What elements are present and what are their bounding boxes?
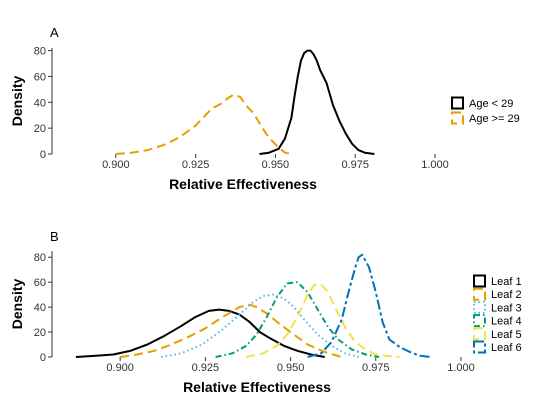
panel-a-y-tick-label: 0 (40, 149, 46, 161)
panel-a: A 0 20 40 60 80 0.900 0.925 0.950 0.975 1.000 De… (9, 25, 520, 192)
panel-b-x-tick-label: 1.000 (447, 362, 475, 374)
panel-a-y-tick-label: 80 (34, 46, 46, 58)
panel-a-x-axis-title: Relative Effectiveness (169, 176, 317, 192)
panel-b-series-line-3 (160, 293, 359, 358)
panel-a-x-tick-label: 0.900 (102, 159, 130, 171)
panel-b-legend-label: Leaf 1 (491, 276, 522, 288)
panel-a-y-ticks: 0 20 40 60 80 (34, 46, 52, 161)
panel-b-series-line-2 (120, 303, 342, 358)
panel-b-x-tick-label: 0.900 (106, 362, 134, 374)
panel-b-y-tick-label: 40 (34, 302, 46, 314)
panel-b-x-tick-label: 0.925 (192, 362, 220, 374)
panel-b-series-line-4 (215, 281, 380, 358)
panel-a-series-line-2 (115, 93, 292, 155)
panel-b-legend-key (473, 340, 486, 354)
panel-b-x-tick-label: 0.950 (277, 362, 305, 374)
panel-a-legend-label: Age >= 29 (469, 113, 520, 125)
panel-b-legend-label: Leaf 3 (491, 302, 522, 314)
panel-b-legend-label: Leaf 5 (491, 329, 522, 341)
panel-a-legend-key (451, 96, 464, 110)
panel-b-y-axis-title: Density (9, 279, 25, 330)
panel-a-legend: Age < 29 Age >= 29 (451, 96, 520, 125)
panel-a-legend-label: Age < 29 (469, 98, 513, 110)
panel-b-legend-key (473, 274, 486, 288)
panel-b: B 0 20 40 60 80 0.900 0.925 0.950 0.975 1.000 De… (9, 229, 522, 395)
panel-a-tag: A (50, 25, 59, 40)
panel-b-legend-label: Leaf 2 (491, 289, 522, 301)
panel-b-legend-key (473, 327, 486, 341)
panel-a-series-line-1 (259, 49, 375, 155)
panel-b-series-line-1 (75, 308, 325, 358)
panel-a-x-tick-label: 0.925 (182, 159, 210, 171)
panel-b-series (75, 253, 431, 358)
panel-a-y-tick-label: 40 (34, 97, 46, 109)
panel-a-x-ticks: 0.900 0.925 0.950 0.975 1.000 (102, 154, 449, 171)
panel-b-x-tick-label: 0.975 (362, 362, 390, 374)
panel-b-tag: B (50, 229, 59, 244)
panel-a-legend-key (451, 111, 464, 125)
panel-b-legend-label: Leaf 6 (491, 342, 522, 354)
panel-b-legend-key (473, 287, 486, 301)
panel-b-x-axis-title: Relative Effectiveness (183, 379, 331, 395)
panel-a-x-tick-label: 0.975 (341, 159, 369, 171)
panel-b-series-line-5 (246, 283, 400, 358)
panel-b-series-line-6 (307, 253, 431, 358)
panel-b-y-tick-label: 80 (34, 252, 46, 264)
panel-a-x-tick-label: 0.950 (262, 159, 290, 171)
panel-b-y-tick-label: 0 (40, 352, 46, 364)
panel-a-y-tick-label: 20 (34, 123, 46, 135)
panel-b-legend-key (473, 314, 486, 328)
panel-a-x-tick-label: 1.000 (421, 159, 449, 171)
panel-b-y-ticks: 0 20 40 60 80 (34, 252, 52, 364)
panel-b-x-ticks: 0.900 0.925 0.950 0.975 1.000 (106, 357, 475, 374)
panel-b-legend-key (473, 300, 486, 314)
panel-a-series (115, 49, 375, 155)
panel-b-y-tick-label: 60 (34, 277, 46, 289)
panel-b-y-tick-label: 20 (34, 327, 46, 339)
panel-b-legend-label: Leaf 4 (491, 316, 522, 328)
panel-a-y-axis-title: Density (9, 76, 25, 127)
panel-a-y-tick-label: 60 (34, 71, 46, 83)
